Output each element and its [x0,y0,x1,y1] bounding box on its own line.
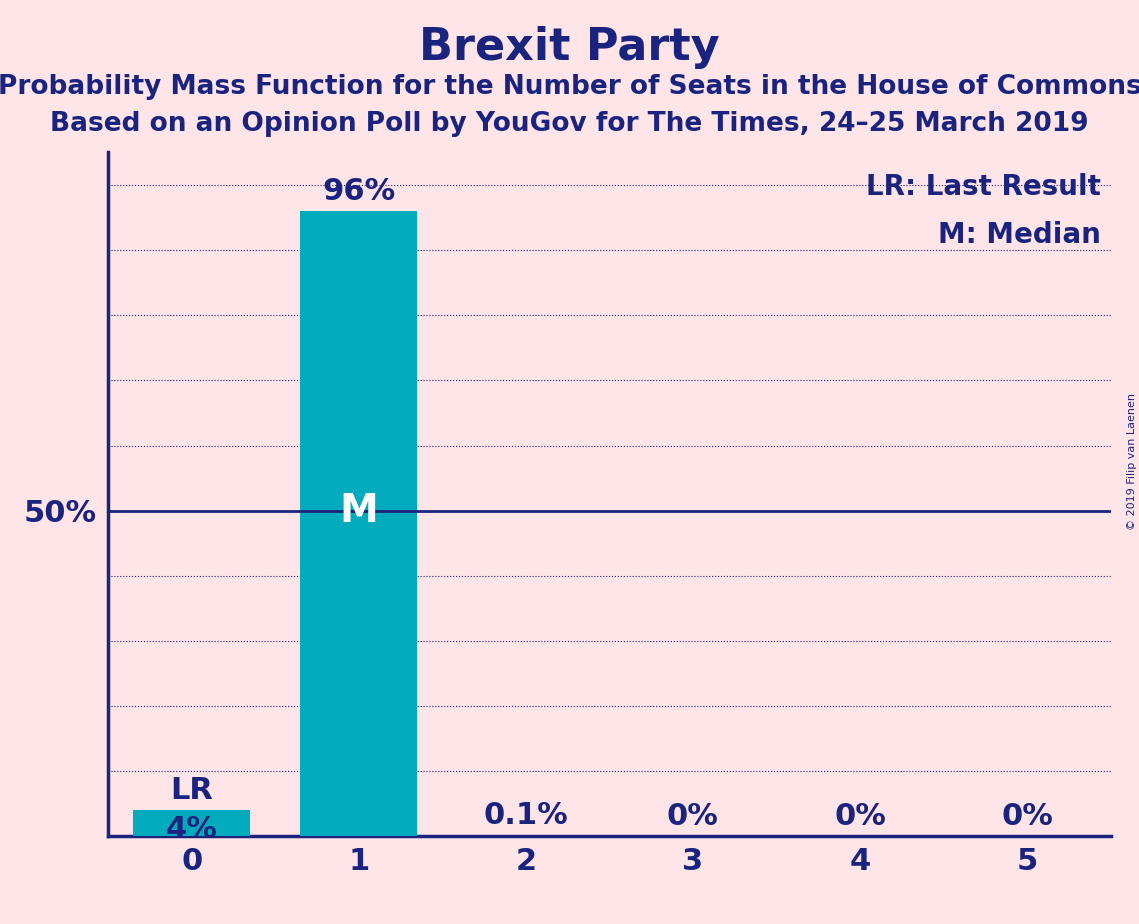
Text: LR: Last Result: LR: Last Result [866,173,1100,201]
Text: 0%: 0% [667,802,719,831]
Text: 4%: 4% [166,815,218,845]
Text: 0%: 0% [834,802,886,831]
Text: Brexit Party: Brexit Party [419,26,720,69]
Text: 0%: 0% [1001,802,1052,831]
Text: Based on an Opinion Poll by YouGov for The Times, 24–25 March 2019: Based on an Opinion Poll by YouGov for T… [50,111,1089,137]
Text: Probability Mass Function for the Number of Seats in the House of Commons: Probability Mass Function for the Number… [0,74,1139,100]
Text: © 2019 Filip van Laenen: © 2019 Filip van Laenen [1126,394,1137,530]
Text: 96%: 96% [322,176,395,206]
Text: M: M [339,492,378,529]
Text: LR: LR [171,776,213,805]
Bar [301,211,417,836]
Text: M: Median: M: Median [937,221,1100,249]
Bar [133,810,251,836]
Text: 0.1%: 0.1% [483,801,568,831]
